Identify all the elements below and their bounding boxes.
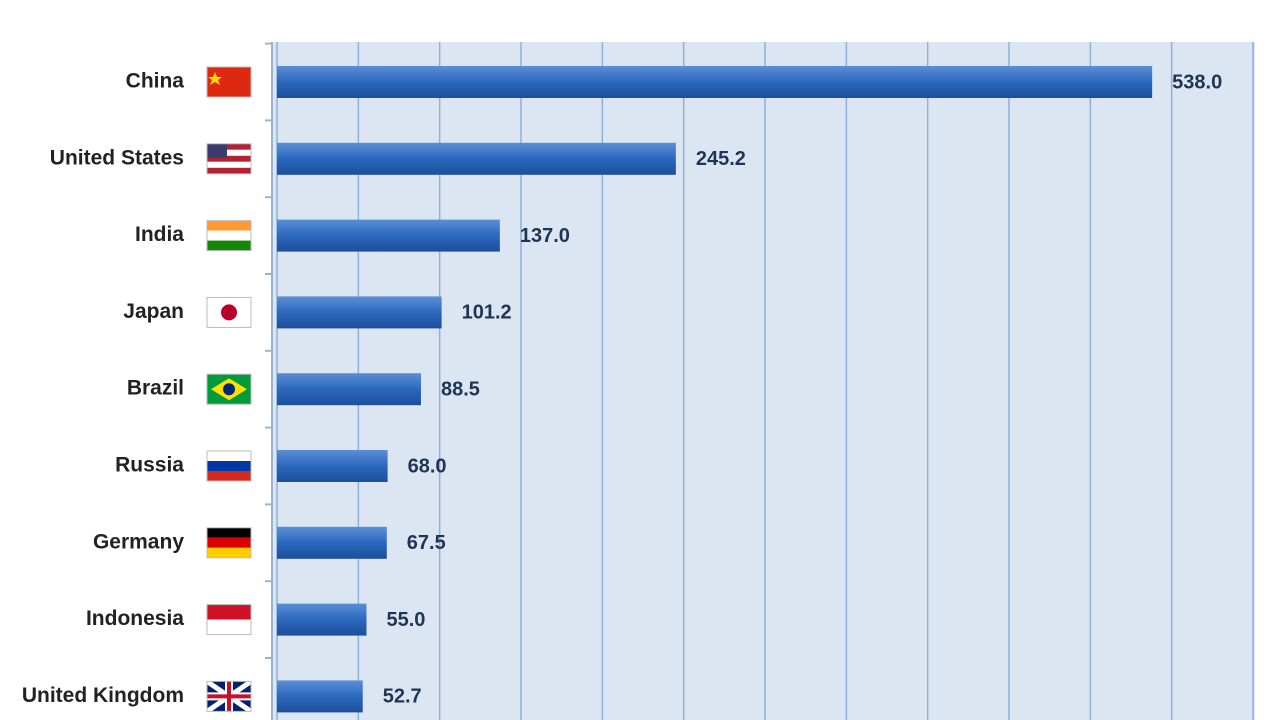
value-label: 88.5 [441, 378, 480, 400]
value-label: 101.2 [462, 302, 512, 324]
flag-stripe [207, 155, 251, 162]
flag-emblem [208, 72, 222, 85]
value-label: 245.2 [696, 148, 746, 170]
bar [277, 603, 367, 636]
flag-border [206, 373, 252, 405]
value-label: 137.0 [520, 225, 570, 247]
flag-stripe [207, 149, 251, 156]
category-label: United Kingdom [22, 684, 184, 707]
bar [277, 526, 387, 559]
flag-emblem [223, 383, 235, 396]
flag-emblem [207, 681, 251, 712]
bar [277, 450, 388, 482]
value-label: 52.7 [383, 686, 422, 708]
flag-stripe [207, 604, 251, 620]
flag-border [206, 143, 252, 175]
flag-border [206, 450, 252, 482]
flag-stripe [207, 230, 251, 241]
flag-stripe [207, 161, 251, 168]
flag-stripe [207, 461, 251, 471]
value-label: 538.0 [1172, 71, 1222, 93]
flag-border [206, 604, 252, 636]
flag-border [206, 66, 252, 98]
value-label: 55.0 [386, 609, 425, 631]
flag-stripe [207, 619, 251, 635]
flag-stripe [207, 527, 251, 538]
flag-stripe [207, 143, 251, 150]
bar [277, 373, 421, 406]
category-label: Japan [123, 300, 184, 323]
category-label: United States [50, 146, 184, 169]
flag-border [206, 296, 252, 328]
flag-emblem [207, 143, 227, 158]
flag-border [206, 680, 252, 712]
category-label: Germany [93, 530, 184, 553]
flag-stripe [207, 220, 251, 231]
bar [277, 219, 500, 252]
category-label: China [126, 70, 185, 93]
flag-border [206, 527, 252, 559]
value-label: 67.5 [407, 532, 446, 554]
value-label: 68.0 [408, 455, 447, 477]
bar [277, 680, 363, 713]
bar [277, 66, 1153, 98]
flag-stripe [207, 451, 251, 461]
flag-stripe [207, 471, 251, 481]
category-label: Russia [115, 454, 184, 477]
flag-stripe [207, 167, 251, 174]
bar [277, 296, 442, 329]
bar [277, 142, 676, 175]
category-label: Indonesia [86, 607, 184, 630]
category-label: Brazil [127, 377, 184, 400]
flag-stripe [207, 240, 251, 251]
category-label: India [135, 223, 184, 246]
flag-emblem [221, 304, 237, 321]
flag-stripe [207, 547, 251, 558]
flag-stripe [207, 537, 251, 548]
flag-border [206, 220, 252, 252]
